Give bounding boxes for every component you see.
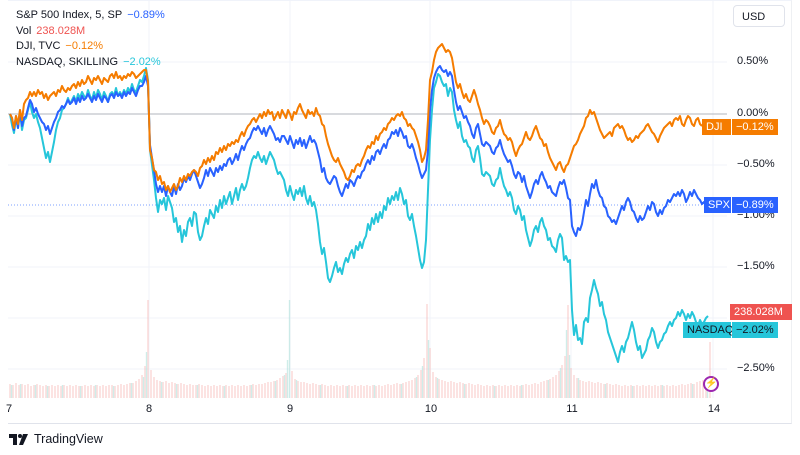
volume-price-tag: 238.028M bbox=[730, 304, 792, 320]
legend-vol-label: Vol bbox=[16, 24, 32, 37]
legend-vol[interactable]: Vol 238.028M bbox=[16, 24, 165, 40]
tradingview-logo-icon bbox=[9, 433, 28, 445]
legend-nasdaq-label: NASDAQ, SKILLING bbox=[16, 55, 119, 68]
y-tick: 0.00% bbox=[737, 107, 769, 119]
volume-bars bbox=[9, 300, 711, 398]
y-tick: −2.50% bbox=[737, 362, 775, 374]
spx-line bbox=[9, 65, 707, 237]
x-tick: 11 bbox=[566, 403, 578, 415]
dji-price-tag: −0.12% bbox=[732, 119, 778, 135]
lightning-icon[interactable]: ⚡ bbox=[703, 376, 719, 392]
nasdaq-line bbox=[9, 67, 709, 363]
nasdaq-price-tag: −2.02% bbox=[732, 322, 778, 338]
x-tick: 9 bbox=[286, 403, 294, 415]
legend-spx-value: −0.89% bbox=[127, 9, 165, 21]
x-tick: 8 bbox=[145, 403, 153, 415]
legend-nasdaq[interactable]: NASDAQ, SKILLING −2.02% bbox=[16, 55, 165, 71]
legend-vol-value: 238.028M bbox=[36, 24, 86, 37]
legend-dji-label: DJI, TVC bbox=[16, 40, 61, 52]
dji-series-tag: DJI bbox=[702, 119, 731, 135]
tradingview-logo[interactable]: TradingView bbox=[9, 432, 103, 446]
chart-legend: S&P 500 Index, 5, SP −0.89% Vol 238.028M D… bbox=[16, 8, 165, 70]
legend-spx-label: S&P 500 Index, 5, SP bbox=[16, 9, 123, 21]
brand-name: TradingView bbox=[34, 432, 103, 446]
x-tick: 14 bbox=[707, 403, 721, 415]
x-tick: 7 bbox=[5, 403, 13, 415]
legend-dji[interactable]: DJI, TVC −0.12% bbox=[16, 39, 165, 55]
legend-dji-value: −0.12% bbox=[65, 40, 104, 52]
currency-button[interactable]: USD bbox=[733, 5, 785, 27]
dji-line bbox=[9, 43, 703, 193]
legend-spx[interactable]: S&P 500 Index, 5, SP −0.89% bbox=[16, 8, 165, 24]
chart-frame bbox=[8, 0, 792, 424]
nasdaq-series-tag: NASDAQ bbox=[683, 322, 733, 338]
gridlines bbox=[8, 0, 727, 398]
y-tick: 0.50% bbox=[737, 55, 769, 67]
y-tick: −0.50% bbox=[737, 158, 775, 170]
legend-nasdaq-value: −2.02% bbox=[123, 55, 161, 68]
spx-series-tag: SPX bbox=[704, 197, 731, 213]
y-tick: −1.50% bbox=[737, 260, 775, 272]
x-tick: 10 bbox=[424, 403, 438, 415]
spx-price-tag: −0.89% bbox=[732, 197, 778, 213]
